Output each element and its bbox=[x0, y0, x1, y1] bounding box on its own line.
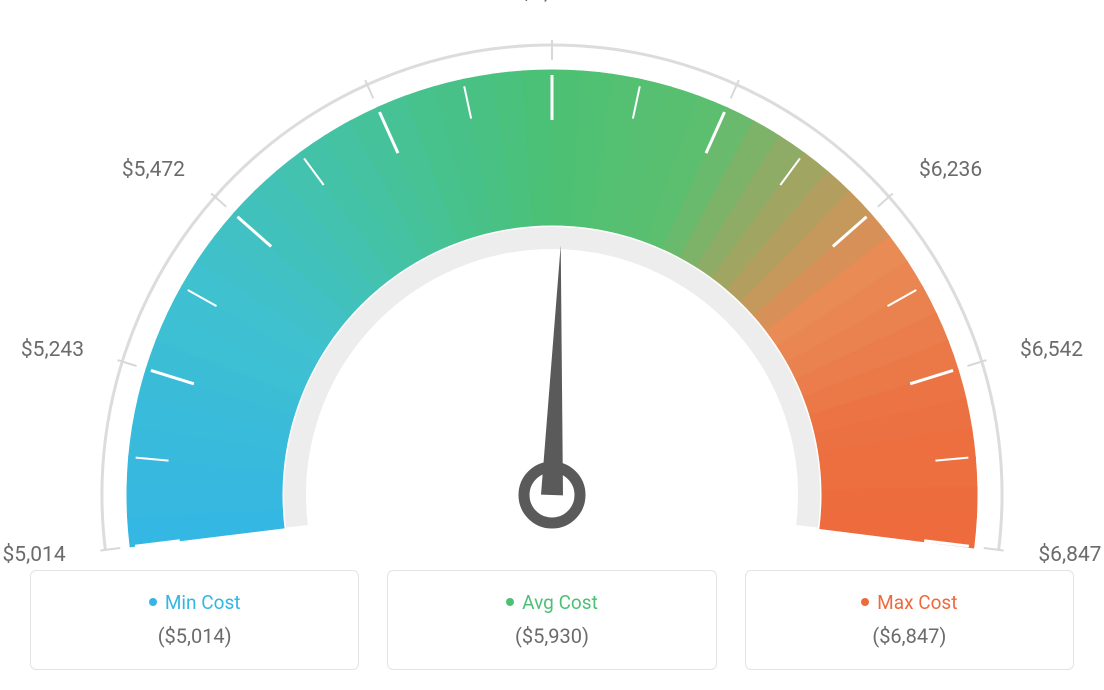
chart-container: $5,014 $5,243 $5,472 $5,930 $6,236 $6,542 $6,8… bbox=[0, 0, 1104, 690]
gauge-tick-label: $5,243 bbox=[21, 338, 84, 362]
bullet-icon bbox=[861, 598, 869, 606]
card-value: ($5,930) bbox=[515, 624, 589, 648]
max-cost-card: Max Cost ($6,847) bbox=[745, 570, 1074, 670]
gauge-chart bbox=[0, 0, 1104, 560]
summary-cards: Min Cost ($5,014) Avg Cost ($5,930) Max … bbox=[0, 570, 1104, 690]
card-title-row: Min Cost bbox=[149, 591, 241, 614]
avg-cost-card: Avg Cost ($5,930) bbox=[387, 570, 716, 670]
card-value: ($5,014) bbox=[158, 624, 232, 648]
card-title: Max Cost bbox=[877, 591, 957, 614]
gauge-tick-label: $6,236 bbox=[919, 158, 982, 182]
gauge-tick-label: $6,542 bbox=[1020, 338, 1083, 362]
gauge-tick-label: $5,014 bbox=[2, 543, 65, 567]
bullet-icon bbox=[506, 598, 514, 606]
gauge-tick-label: $5,472 bbox=[122, 158, 185, 182]
gauge-tick-label: $6,847 bbox=[1038, 543, 1101, 567]
card-title: Min Cost bbox=[165, 591, 241, 614]
card-title-row: Avg Cost bbox=[506, 591, 598, 614]
min-cost-card: Min Cost ($5,014) bbox=[30, 570, 359, 670]
card-title-row: Max Cost bbox=[861, 591, 957, 614]
card-value: ($6,847) bbox=[872, 624, 946, 648]
gauge-tick-label: $5,930 bbox=[520, 0, 583, 5]
card-title: Avg Cost bbox=[522, 591, 598, 614]
bullet-icon bbox=[149, 598, 157, 606]
gauge-area: $5,014$5,243$5,472$5,930$6,236$6,542$6,8… bbox=[0, 0, 1104, 560]
